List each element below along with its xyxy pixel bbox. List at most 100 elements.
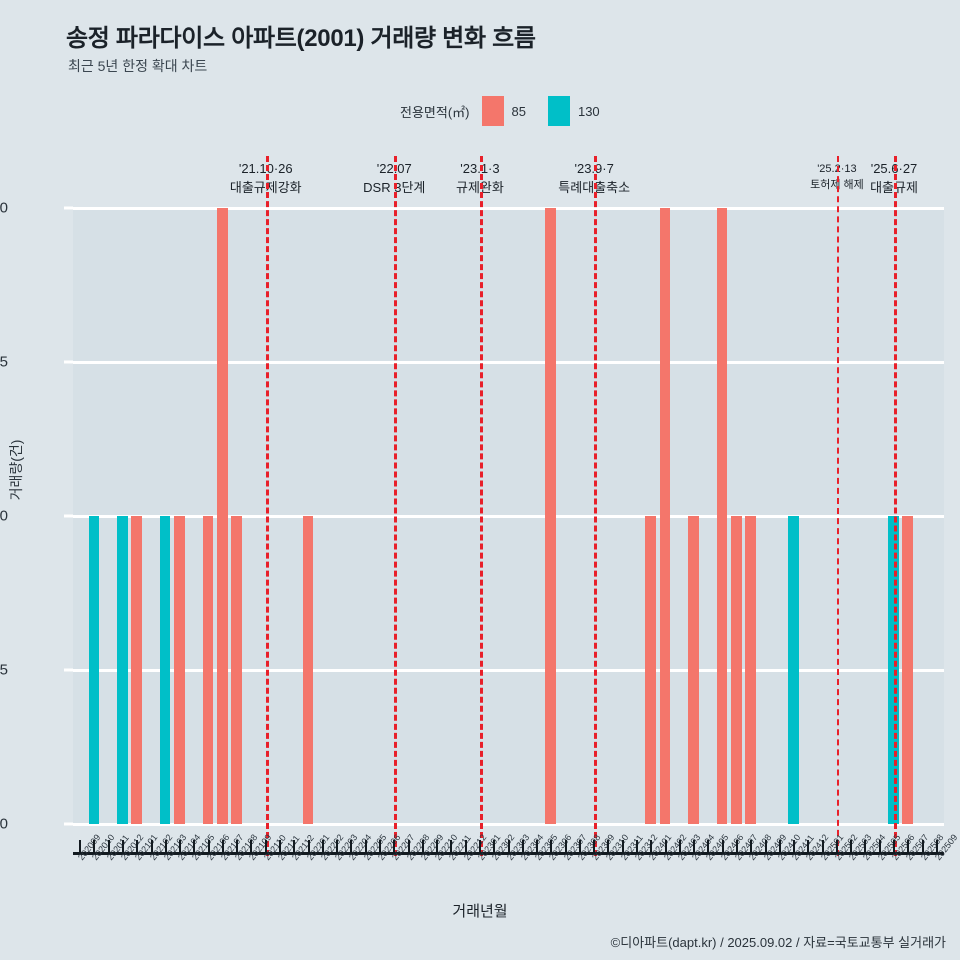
- event-marker-line: [836, 156, 839, 856]
- x-axis-tick-mark: [150, 840, 153, 853]
- x-axis-tick-mark: [121, 840, 124, 853]
- x-axis-tick-mark: [521, 840, 524, 853]
- x-axis-tick-mark: [607, 840, 610, 853]
- bar: [788, 516, 799, 824]
- x-axis-tick-mark: [893, 840, 896, 853]
- x-axis-tick-mark: [207, 840, 210, 853]
- x-axis-line: [73, 852, 944, 855]
- bar: [202, 516, 214, 824]
- bar: [217, 208, 228, 824]
- x-axis-tick-mark: [350, 840, 353, 853]
- x-axis-tick-mark: [378, 840, 381, 853]
- x-axis-tick-mark: [678, 840, 681, 853]
- x-axis-tick-mark: [578, 840, 581, 853]
- legend-label-85: 85: [511, 103, 526, 119]
- x-axis-tick-mark: [407, 840, 410, 853]
- bar: [745, 516, 756, 824]
- x-axis-tick-mark: [93, 840, 96, 853]
- x-axis-tick-mark: [507, 840, 510, 853]
- y-axis-tick-label: 0.5: [0, 661, 8, 679]
- x-axis-tick-mark: [707, 840, 710, 853]
- x-axis-tick-mark: [279, 840, 282, 853]
- chart-legend: 전용면적(㎡) 85 130: [400, 96, 614, 126]
- y-axis-tick-mark: [64, 822, 73, 826]
- x-axis-tick-mark: [750, 840, 753, 853]
- bar: [688, 516, 699, 824]
- x-axis-tick-mark: [250, 840, 253, 853]
- x-axis-tick-mark: [136, 840, 139, 853]
- bar: [902, 516, 913, 824]
- event-marker-line: [265, 156, 269, 856]
- event-date: '25.2·13: [817, 163, 857, 175]
- bar: [645, 516, 656, 824]
- x-axis-tick-mark: [221, 840, 224, 853]
- x-axis-tick-mark: [593, 840, 596, 853]
- x-axis-tick-mark: [721, 840, 724, 853]
- x-axis-tick-mark: [536, 840, 539, 853]
- y-axis-tick-label: 2.0: [0, 199, 8, 217]
- y-axis-tick-mark: [64, 668, 73, 672]
- x-axis-tick-mark: [179, 840, 182, 853]
- bar: [174, 516, 185, 824]
- x-axis-tick-mark: [793, 840, 796, 853]
- x-axis-tick-mark: [321, 840, 324, 853]
- y-axis-tick-label: 1.5: [0, 353, 8, 371]
- x-axis-tick-mark: [264, 840, 267, 853]
- event-date: '25.6·27: [870, 161, 918, 176]
- x-axis-tick-mark: [864, 840, 867, 853]
- bar: [302, 516, 314, 824]
- bar: [159, 516, 171, 824]
- x-axis-tick-mark: [421, 840, 424, 853]
- x-axis-tick-mark: [850, 840, 853, 853]
- x-axis-tick-mark: [907, 840, 910, 853]
- legend-swatch-85: [481, 96, 504, 126]
- x-axis-tick-mark: [393, 840, 396, 853]
- x-axis-tick-mark: [664, 840, 667, 853]
- x-axis-tick-mark: [464, 840, 467, 853]
- bar: [888, 516, 899, 824]
- bar: [117, 516, 128, 824]
- bar: [88, 516, 100, 824]
- bar: [659, 208, 671, 824]
- x-axis-tick-mark: [478, 840, 481, 853]
- x-axis-tick-mark: [336, 840, 339, 853]
- x-axis-tick-mark: [364, 840, 367, 853]
- event-marker-line: [479, 156, 483, 856]
- legend-title: 전용면적(㎡): [400, 104, 470, 120]
- bar: [716, 208, 728, 824]
- x-axis-tick-mark: [107, 840, 110, 853]
- x-axis-tick-mark: [735, 840, 738, 853]
- y-axis-tick-mark: [64, 360, 73, 364]
- event-marker-line: [594, 156, 598, 856]
- x-axis-tick-mark: [236, 840, 239, 853]
- x-axis-tick-mark: [835, 840, 838, 853]
- x-axis-tick-mark: [650, 840, 653, 853]
- x-axis-tick-mark: [550, 840, 553, 853]
- x-axis-tick-mark: [307, 840, 310, 853]
- y-axis-tick-mark: [64, 514, 73, 518]
- x-axis-tick-mark: [621, 840, 624, 853]
- plot-area: [73, 156, 944, 856]
- x-axis-tick-mark: [807, 840, 810, 853]
- gridline: [73, 514, 944, 518]
- x-axis-tick-mark: [878, 840, 881, 853]
- x-axis-tick-mark: [564, 840, 567, 853]
- x-axis-tick-mark: [79, 840, 82, 853]
- gridline: [73, 206, 944, 210]
- legend-label-130: 130: [577, 103, 600, 119]
- bar: [131, 516, 142, 824]
- legend-swatch-130: [547, 96, 570, 126]
- bar: [231, 516, 242, 824]
- page-title: 송정 파라다이스 아파트(2001) 거래량 변화 흐름: [66, 25, 536, 52]
- x-axis-tick-mark: [436, 840, 439, 853]
- event-date: '21.10·26: [238, 161, 293, 176]
- x-axis-tick-mark: [935, 840, 938, 853]
- event-marker-line: [394, 156, 398, 856]
- x-axis-tick-mark: [293, 840, 296, 853]
- x-axis-tick-mark: [193, 840, 196, 853]
- bar: [731, 516, 742, 824]
- footer-credit: ©디아파트(dapt.kr) / 2025.09.02 / 자료=국토교통부 실…: [610, 935, 946, 950]
- page-subtitle: 최근 5년 한정 확대 차트: [68, 58, 208, 74]
- y-axis-tick-mark: [64, 206, 73, 210]
- x-axis-tick-mark: [778, 840, 781, 853]
